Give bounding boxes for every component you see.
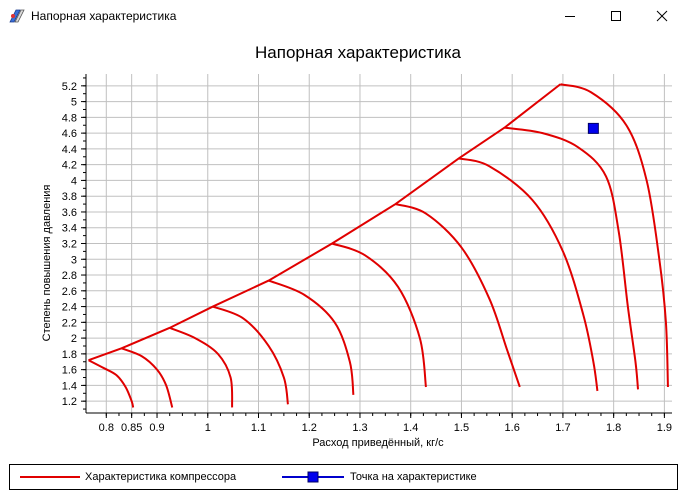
y-tick-label: 1.8 — [62, 349, 77, 361]
y-tick-label: 2.2 — [62, 317, 77, 329]
x-tick-label: 1.3 — [352, 422, 367, 434]
characteristic-curve — [121, 347, 174, 408]
y-tick-label: 5 — [71, 97, 77, 109]
characteristic-curve — [331, 242, 427, 388]
surge-line — [88, 83, 561, 362]
y-tick-label: 2.4 — [62, 302, 77, 314]
y-tick-label: 1.6 — [62, 365, 77, 377]
x-tick-label: 1.9 — [657, 422, 672, 434]
maximize-icon — [611, 11, 621, 21]
y-tick-label: 4.2 — [62, 160, 77, 172]
x-tick-label: 0.8 — [99, 422, 114, 434]
y-tick-label: 5.2 — [62, 81, 77, 93]
x-tick-label: 1.6 — [505, 422, 520, 434]
chart-panel: Напорная характеристика 0.8 0.85 0.9 1 1.1 1.… — [0, 32, 685, 460]
y-tick-label: 2 — [71, 333, 77, 345]
y-tick-label: 2.6 — [62, 286, 77, 298]
x-tick-label: 1.5 — [454, 422, 469, 434]
legend-line-swatch — [20, 476, 80, 478]
close-icon — [656, 10, 668, 22]
tick-labels: 0.8 0.85 0.9 1 1.1 1.2 1.3 1.4 1.5 1.6 1.7 1.8 1.9 1.… — [62, 81, 672, 434]
characteristic-curve — [458, 157, 599, 392]
maximize-button[interactable] — [593, 0, 639, 32]
legend-label-point: Точка на характеристике — [350, 471, 477, 483]
legend-marker-swatch — [282, 471, 344, 483]
y-tick-label: 4.6 — [62, 128, 77, 140]
characteristic-curve — [169, 326, 234, 408]
characteristic-curve — [395, 203, 521, 388]
y-tick-label: 4 — [71, 175, 77, 187]
axes — [81, 74, 672, 418]
y-axis-label: Степень повышения давления — [41, 185, 53, 342]
minimize-button[interactable] — [547, 0, 593, 32]
legend-item-characteristic[interactable]: Характеристика компрессора — [10, 465, 280, 489]
y-tick-label: 3.4 — [62, 223, 77, 235]
grid — [86, 74, 672, 413]
y-tick-label: 1.2 — [62, 396, 77, 408]
app-logo-icon — [9, 9, 25, 23]
close-button[interactable] — [639, 0, 685, 32]
y-tick-label: 3.8 — [62, 191, 77, 203]
window-title: Напорная характеристика — [31, 9, 177, 23]
x-tick-label: 1.1 — [251, 422, 266, 434]
series-layer — [88, 83, 669, 408]
x-tick-label: 1.8 — [606, 422, 621, 434]
legend-panel: Характеристика компрессора Точка на хара… — [0, 460, 685, 492]
characteristic-curve — [212, 305, 289, 405]
y-tick-label: 3 — [71, 254, 77, 266]
operating-point-marker — [587, 122, 599, 134]
chart-title: Напорная характеристика — [255, 43, 462, 62]
x-axis-label: Расход приведённый, кг/с — [312, 437, 444, 449]
y-tick-label: 3.6 — [62, 207, 77, 219]
legend-label-characteristic: Характеристика компрессора — [85, 471, 237, 483]
y-tick-label: 4.4 — [62, 144, 77, 156]
x-tick-label: 1.7 — [555, 422, 570, 434]
characteristic-curve — [560, 83, 669, 388]
characteristic-curve — [88, 359, 135, 408]
title-bar[interactable]: Напорная характеристика — [0, 0, 685, 32]
legend-item-point[interactable]: Точка на характеристике — [282, 465, 542, 489]
characteristic-curve — [504, 126, 640, 390]
y-tick-label: 3.2 — [62, 239, 77, 251]
y-tick-label: 4.8 — [62, 112, 77, 124]
x-tick-label: 1.2 — [302, 422, 317, 434]
x-tick-label: 0.85 — [121, 422, 142, 434]
x-tick-label: 0.9 — [149, 422, 164, 434]
minimize-icon — [565, 16, 575, 17]
characteristic-curve — [268, 279, 355, 395]
x-tick-label: 1.4 — [403, 422, 418, 434]
x-tick-label: 1 — [205, 422, 211, 434]
y-tick-label: 2.8 — [62, 270, 77, 282]
y-tick-label: 1.4 — [62, 380, 77, 392]
pressure-characteristic-chart: Напорная характеристика 0.8 0.85 0.9 1 1.1 1.… — [41, 43, 672, 449]
legend: Характеристика компрессора Точка на хара… — [9, 464, 678, 490]
